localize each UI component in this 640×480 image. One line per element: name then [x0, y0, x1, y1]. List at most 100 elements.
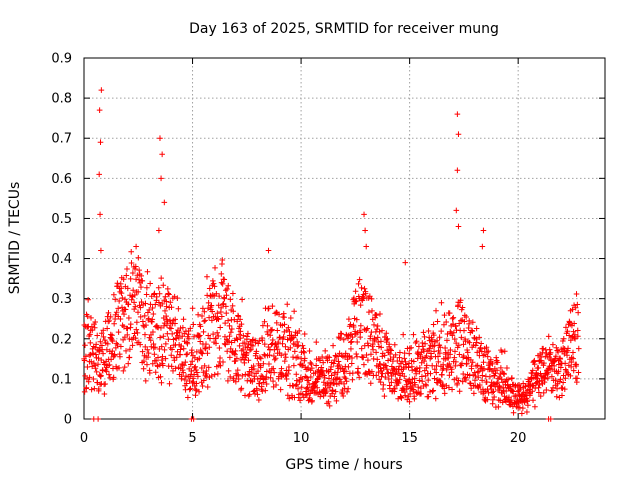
data-point [173, 354, 180, 360]
data-point [362, 290, 369, 297]
data-point [188, 361, 194, 368]
data-point [236, 331, 242, 338]
data-point [145, 315, 152, 322]
data-point [252, 339, 259, 346]
data-point [149, 305, 156, 311]
data-point [367, 333, 374, 339]
data-point [419, 373, 425, 380]
data-point [146, 307, 152, 313]
data-point [402, 392, 408, 399]
data-point [256, 397, 262, 403]
data-point [508, 397, 514, 403]
data-point [545, 375, 551, 381]
data-point [265, 247, 272, 254]
data-point [93, 341, 99, 348]
data-point [88, 315, 94, 321]
data-point [106, 362, 113, 368]
data-point [273, 382, 279, 388]
data-point [225, 378, 231, 384]
data-point [144, 269, 151, 275]
data-point [331, 357, 338, 363]
data-point [187, 325, 194, 332]
data-point [117, 289, 123, 295]
data-point [348, 339, 354, 346]
data-point [189, 347, 195, 353]
data-point [423, 382, 429, 389]
data-point [299, 342, 306, 349]
data-point [275, 339, 282, 345]
data-point [153, 358, 159, 364]
data-point [469, 359, 476, 366]
data-point [106, 318, 113, 324]
data-point [147, 280, 153, 287]
data-point [326, 375, 332, 382]
data-point [283, 354, 289, 361]
data-point [287, 345, 294, 351]
data-point [412, 381, 418, 388]
data-point [331, 393, 338, 400]
data-point [333, 398, 340, 404]
data-point [153, 294, 160, 300]
data-point [536, 389, 542, 396]
data-point [262, 387, 269, 394]
data-point [341, 381, 347, 387]
data-point [340, 337, 347, 343]
data-point [338, 331, 345, 337]
data-point [111, 352, 118, 359]
data-point [304, 391, 310, 398]
data-point [211, 283, 218, 290]
data-point [361, 361, 367, 368]
data-point [411, 358, 417, 365]
chart-title: Day 163 of 2025, SRMTID for receiver mun… [189, 21, 499, 37]
data-point [257, 364, 264, 371]
data-point [246, 391, 253, 398]
data-point [522, 383, 529, 390]
data-point [191, 371, 197, 378]
data-point [227, 296, 234, 303]
data-point [181, 338, 188, 345]
data-point [429, 338, 435, 345]
data-point [474, 339, 480, 346]
data-point [407, 380, 414, 387]
data-point [348, 360, 355, 367]
data-point [258, 383, 265, 390]
data-point [543, 387, 550, 393]
data-point [317, 393, 324, 400]
data-point [196, 355, 203, 362]
data-point [574, 375, 580, 382]
data-point [219, 257, 226, 263]
data-point [484, 349, 490, 355]
data-point [487, 373, 493, 380]
data-point [284, 336, 291, 343]
data-point [370, 346, 376, 353]
data-point [373, 372, 380, 379]
data-point [132, 292, 138, 298]
y-tick-label: 0.4 [51, 252, 72, 267]
data-point [535, 365, 542, 371]
data-point [349, 334, 356, 340]
data-point [207, 335, 213, 342]
data-point [206, 285, 213, 292]
data-point [378, 344, 385, 351]
data-point [352, 298, 359, 305]
data-point [132, 335, 139, 341]
data-point [313, 362, 319, 369]
data-point [165, 286, 171, 292]
data-point [551, 358, 558, 365]
data-point [160, 362, 166, 369]
y-tick-label: 0.2 [51, 332, 72, 347]
data-point [270, 337, 276, 343]
data-point [85, 296, 91, 303]
data-point [81, 357, 88, 364]
data-point [145, 350, 152, 356]
data-point [108, 350, 115, 357]
data-point [99, 367, 106, 374]
data-point [179, 367, 186, 373]
data-point [268, 327, 275, 334]
data-point [210, 331, 216, 337]
data-point [569, 306, 576, 313]
data-point [81, 389, 88, 395]
data-point [137, 341, 144, 348]
data-point [298, 384, 305, 391]
data-point [195, 373, 201, 380]
